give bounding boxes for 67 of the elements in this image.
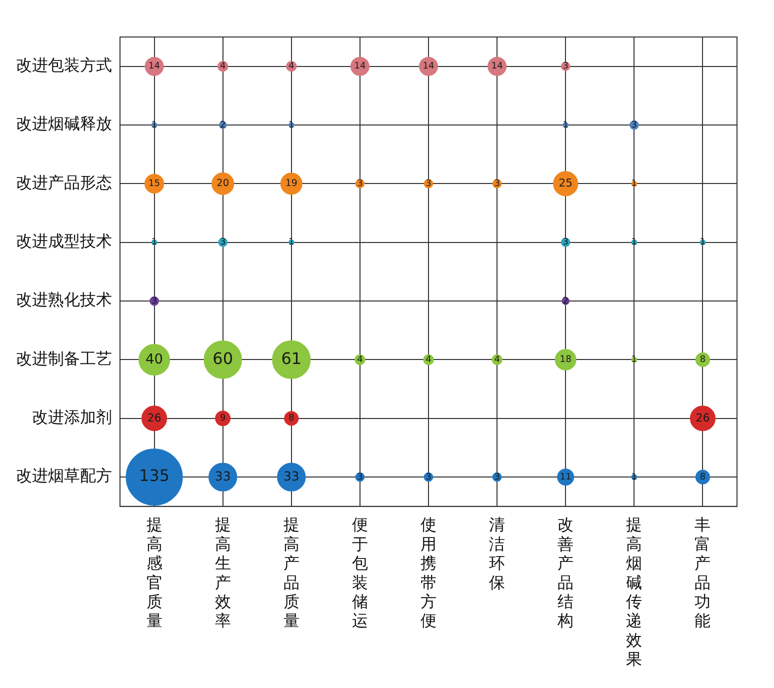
data-label: 3 <box>426 179 432 190</box>
y-tick-label: 改进制备工艺 <box>16 348 112 368</box>
x-tick-label: 丰富产品功能 <box>694 515 711 630</box>
data-label: 8 <box>700 472 706 482</box>
data-label: 4 <box>288 62 295 72</box>
data-label: 20 <box>216 178 229 190</box>
data-label: 8 <box>288 414 295 424</box>
data-label: 33 <box>283 468 300 484</box>
data-label: 11 <box>560 472 572 482</box>
y-tick-label: 改进烟草配方 <box>16 466 112 486</box>
data-label: 2 <box>562 296 568 306</box>
x-tick-label: 提高感官质量 <box>146 515 162 630</box>
y-tick-label: 改进烟碱释放 <box>16 114 112 134</box>
data-label: 14 <box>354 62 366 72</box>
y-tick-label: 改进包装方式 <box>16 55 112 74</box>
y-tick-label: 改进添加剂 <box>32 408 112 427</box>
data-label: 25 <box>558 176 572 190</box>
data-label: 4 <box>357 355 364 366</box>
data-label: 14 <box>422 62 434 72</box>
data-label: 60 <box>212 348 234 368</box>
data-label: 1 <box>151 120 158 130</box>
data-label: 1 <box>631 355 638 366</box>
data-label: 3 <box>494 472 500 482</box>
data-label: 3 <box>562 62 568 72</box>
data-label: 19 <box>285 178 298 190</box>
data-label: 3 <box>562 238 568 248</box>
data-label: 1 <box>562 120 568 130</box>
data-label: 3 <box>426 472 432 482</box>
data-label: 1 <box>631 179 638 190</box>
data-label: 61 <box>281 348 302 368</box>
x-tick-label: 清洁环保 <box>489 515 506 592</box>
data-label: 26 <box>147 411 162 424</box>
data-label: 26 <box>696 411 710 424</box>
x-tick-label: 提高烟碱传递效果 <box>626 515 642 669</box>
data-label: 1 <box>631 238 638 248</box>
y-tick-label: 改进成型技术 <box>16 232 112 251</box>
data-label: 3 <box>494 179 500 190</box>
x-tick-label: 提高产品质量 <box>283 515 300 630</box>
y-tick-label: 改进熟化技术 <box>16 290 112 310</box>
data-label: 135 <box>139 466 170 486</box>
data-label: 4 <box>494 355 500 366</box>
x-tick-label: 改善产品结构 <box>556 515 574 630</box>
x-tick-label: 便于包装储运 <box>352 515 368 630</box>
data-label: 1 <box>288 238 294 248</box>
data-label: 1 <box>631 472 638 482</box>
x-tick-label: 使用携带方便 <box>420 515 436 630</box>
data-label: 3 <box>357 179 363 190</box>
data-label: 2 <box>220 120 226 130</box>
data-label: 15 <box>148 179 160 190</box>
data-label: 3 <box>220 238 226 248</box>
data-label: 33 <box>214 468 231 484</box>
data-label: 18 <box>560 354 572 366</box>
data-label: 14 <box>491 62 504 72</box>
data-label: 1 <box>151 238 158 248</box>
data-label: 1 <box>288 120 294 130</box>
data-label: 4 <box>426 355 432 366</box>
data-label: 3 <box>357 472 363 482</box>
data-label: 1 <box>700 238 706 248</box>
data-label: 40 <box>146 351 163 368</box>
data-label: 9 <box>220 414 226 424</box>
data-label: 3 <box>151 296 158 306</box>
data-label: 14 <box>148 62 160 72</box>
y-tick-label: 改进产品形态 <box>16 172 112 192</box>
data-label: 8 <box>700 355 706 366</box>
data-label: 4 <box>220 62 226 72</box>
x-tick-label: 提高生产效率 <box>214 515 231 630</box>
data-label: 3 <box>631 120 638 130</box>
